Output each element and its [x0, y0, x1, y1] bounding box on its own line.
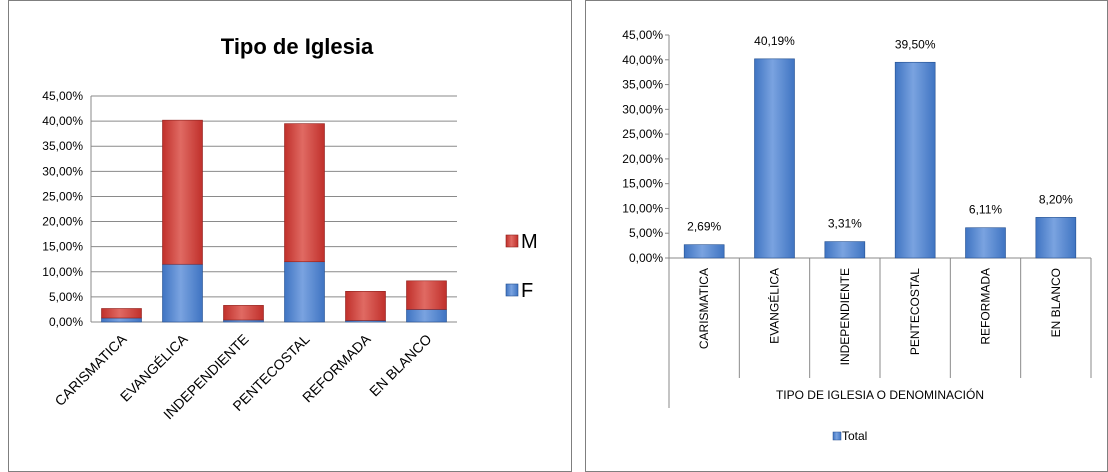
bar-f-carismatica: [101, 317, 142, 323]
y-tick-label: 35,00%: [622, 78, 663, 92]
data-label: 3,31%: [828, 217, 862, 231]
bar-m-en-blanco: [406, 280, 447, 310]
bar-total-en-blanco: [1035, 217, 1077, 259]
y-tick-label: 0,00%: [49, 315, 83, 329]
y-tick-label: 40,00%: [42, 114, 83, 128]
y-tick-label: 40,00%: [622, 53, 663, 67]
bar-total-reformada: [965, 227, 1006, 259]
y-tick-label: 25,00%: [622, 127, 663, 141]
x-tick-label: CARISMATICA: [51, 330, 130, 409]
bar-m-pentecostal: [284, 123, 325, 263]
bar-total-carismatica: [683, 244, 725, 259]
x-axis-title: TIPO DE IGLESIA O DENOMINACIÓN: [776, 387, 984, 402]
legend-label-f: F: [521, 280, 533, 302]
legend-swatch-total: [832, 431, 842, 441]
y-tick-label: 10,00%: [622, 201, 663, 215]
legend-label-m: M: [521, 231, 538, 253]
bar-f-evangelica: [162, 263, 203, 323]
data-label: 6,11%: [969, 203, 1002, 217]
bar-total-evangelica: [754, 58, 795, 259]
data-label: 2,69%: [687, 220, 721, 234]
y-tick-label: 20,00%: [42, 215, 83, 229]
x-tick-label: CARISMATICA: [697, 268, 711, 349]
y-tick-label: 5,00%: [49, 290, 83, 304]
x-tick-label: REFORMADA: [979, 268, 993, 345]
y-tick-label: 35,00%: [42, 139, 83, 153]
x-tick-label: EN BLANCO: [366, 331, 435, 400]
y-tick-label: 45,00%: [622, 28, 663, 42]
data-label: 40,19%: [754, 34, 795, 48]
legend-swatch-m: [505, 234, 519, 248]
legend-label-total: Total: [842, 429, 867, 443]
bar-m-evangelica: [162, 119, 203, 265]
chart-title: Tipo de Iglesia: [221, 34, 374, 59]
data-label: 39,50%: [895, 37, 936, 51]
bar-m-reformada: [345, 291, 386, 321]
y-tick-label: 15,00%: [42, 240, 83, 254]
stacked-chart-panel: Tipo de Iglesia 0,00% 5,00% 10,00% 15,00% 20,…: [8, 0, 572, 472]
x-tick-label: EN BLANCO: [1049, 268, 1063, 337]
bar-m-independiente: [223, 305, 264, 321]
x-tick-label: PENTECOSTAL: [908, 268, 922, 355]
y-tick-label: 25,00%: [42, 189, 83, 203]
y-tick-label: 30,00%: [42, 164, 83, 178]
x-tick-label: EVANGÉLICA: [767, 268, 782, 344]
data-label: 8,20%: [1039, 192, 1073, 206]
y-tick-label: 10,00%: [42, 265, 83, 279]
y-tick-label: 0,00%: [629, 251, 663, 265]
bar-f-independiente: [223, 319, 264, 323]
bar-total-independiente: [824, 241, 866, 259]
stacked-bar-chart: Tipo de Iglesia 0,00% 5,00% 10,00% 15,00% 20,…: [42, 34, 538, 422]
y-tick-label: 15,00%: [622, 177, 663, 191]
y-tick-label: 20,00%: [622, 152, 663, 166]
total-bar-chart: 0,00% 5,00% 10,00% 15,00% 20,00% 25,00% 30,00%…: [622, 28, 1092, 443]
total-chart-panel: 0,00% 5,00% 10,00% 15,00% 20,00% 25,00% 30,00%…: [585, 0, 1108, 472]
bar-m-carismatica: [101, 308, 142, 319]
bar-f-en-blanco: [406, 309, 447, 323]
y-tick-label: 45,00%: [42, 89, 83, 103]
bar-total-pentecostal: [894, 61, 936, 259]
y-tick-label: 30,00%: [622, 102, 663, 116]
x-tick-label: INDEPENDIENTE: [838, 268, 852, 365]
bar-f-pentecostal: [284, 261, 325, 323]
y-tick-label: 5,00%: [629, 226, 663, 240]
legend-swatch-f: [505, 283, 519, 297]
